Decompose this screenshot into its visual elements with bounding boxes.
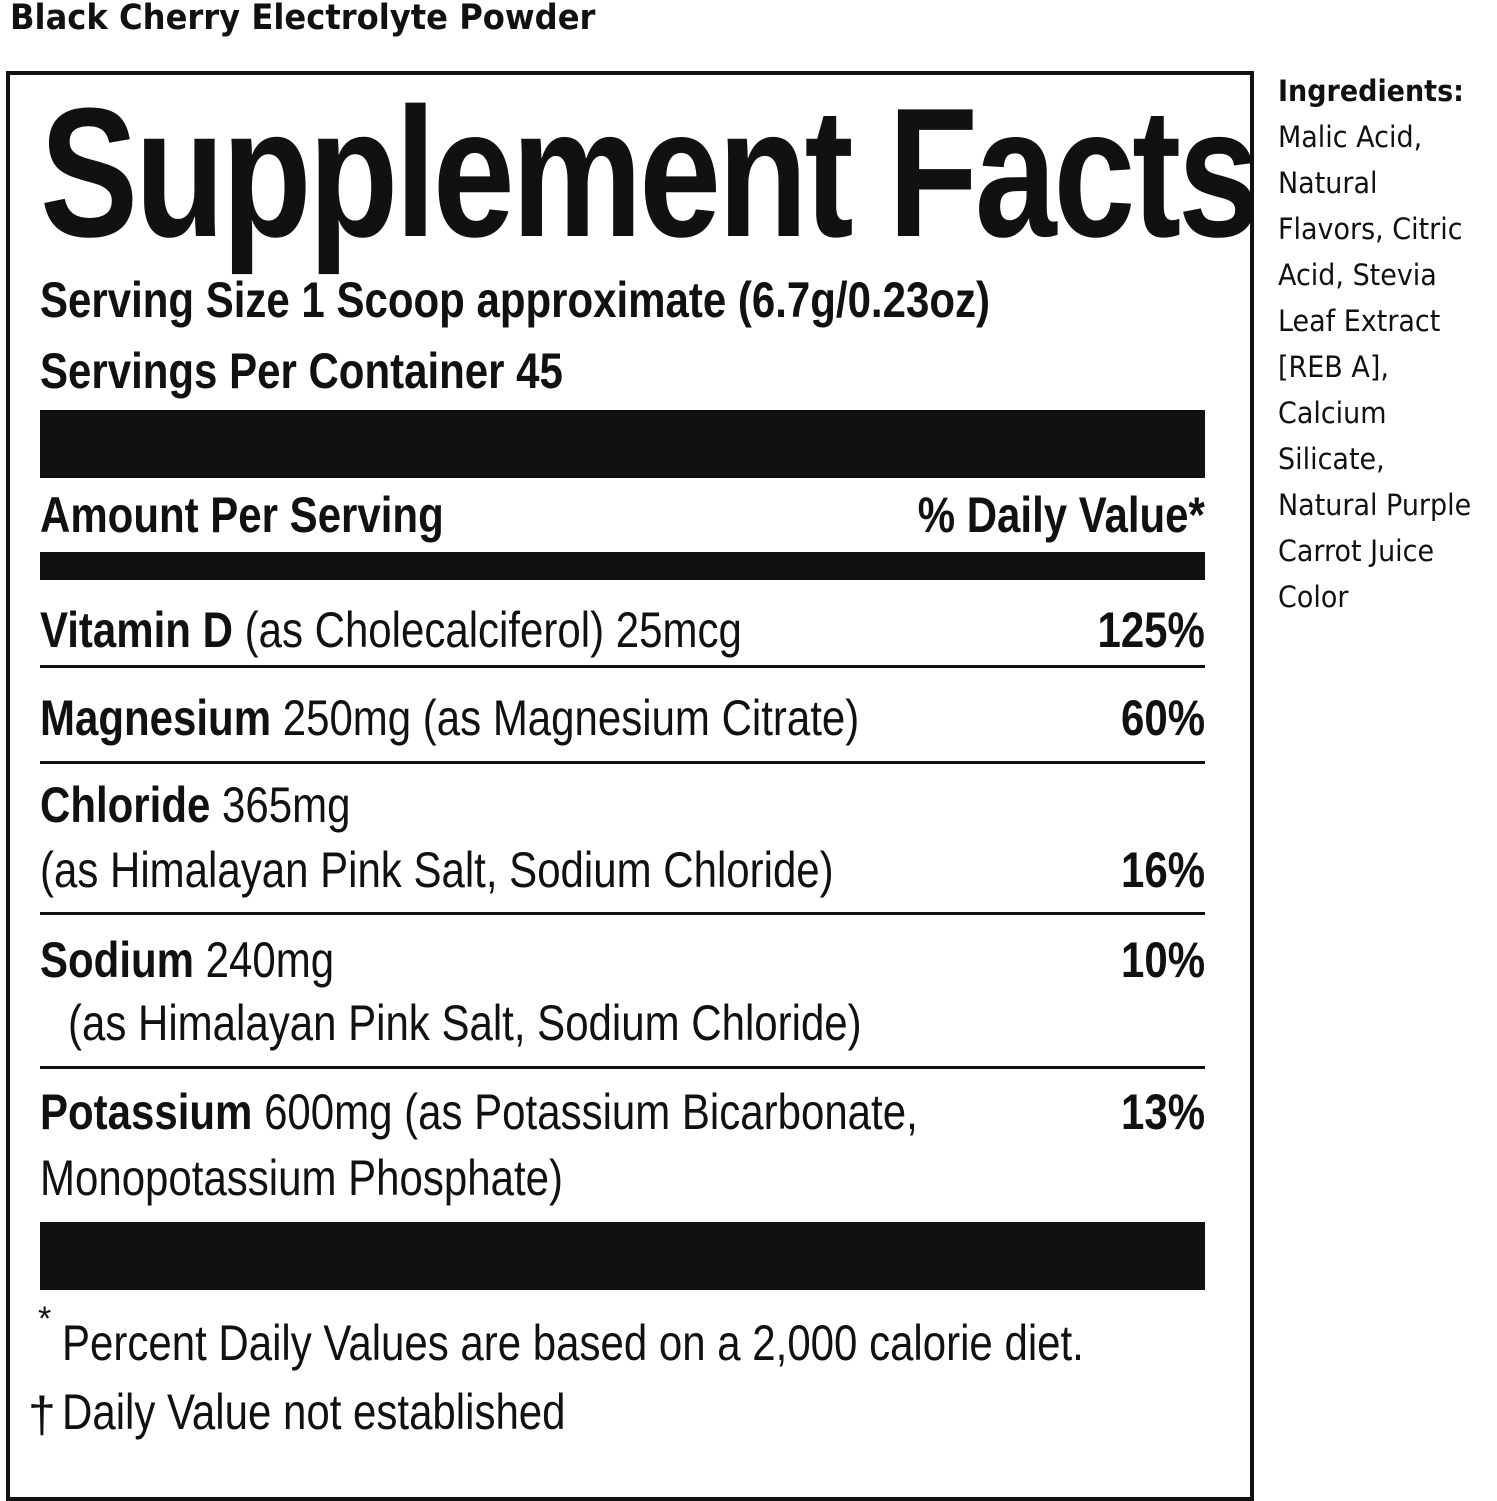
nutrient-detail: (as Cholecalciferol) 25mcg [232, 602, 742, 658]
row-potassium: Potassium 600mg (as Potassium Bicarbonat… [40, 1087, 918, 1137]
nutrient-detail: 365mg [210, 777, 351, 833]
dv-potassium: 13% [1120, 1084, 1205, 1140]
footnote-dagger: † [28, 1387, 56, 1443]
supplement-facts-panel [6, 71, 1254, 1501]
row-divider [40, 1066, 1205, 1069]
row-chloride: Chloride 365mg [40, 780, 350, 830]
chloride-source: (as Himalayan Pink Salt, Sodium Chloride… [40, 842, 834, 898]
amount-per-serving-header: Amount Per Serving [40, 487, 444, 543]
nutrient-detail: 250mg (as Magnesium Citrate) [271, 690, 860, 746]
ingredient-line: Carrot Juice [1278, 534, 1435, 568]
ingredient-line: Leaf Extract [1278, 304, 1441, 338]
nutrient-detail: 600mg (as Potassium Bicarbonate, [252, 1084, 918, 1140]
dv-chloride: 16% [1120, 842, 1205, 898]
row-sodium: Sodium 240mg [40, 935, 334, 985]
ingredient-line: Natural Purple [1278, 488, 1472, 522]
row-magnesium: Magnesium 250mg (as Magnesium Citrate) [40, 693, 859, 743]
dv-magnesium: 60% [1120, 690, 1205, 746]
ingredients-list: Ingredients: Malic Acid, Natural Flavors… [1278, 68, 1497, 620]
product-name: Black Cherry Electrolyte Powder [10, 0, 596, 38]
thick-divider [40, 410, 1205, 478]
row-divider [40, 912, 1205, 915]
nutrient-name: Chloride [40, 777, 211, 833]
footnote-not-established: Daily Value not established [62, 1384, 566, 1440]
ingredient-line: Calcium [1278, 396, 1387, 430]
potassium-source: Monopotassium Phosphate) [40, 1150, 563, 1206]
sodium-source: (as Himalayan Pink Salt, Sodium Chloride… [68, 995, 862, 1051]
dv-sodium: 10% [1120, 932, 1205, 988]
nutrient-name: Sodium [40, 932, 194, 988]
serving-size: Serving Size 1 Scoop approximate (6.7g/0… [40, 272, 990, 328]
nutrient-name: Potassium [40, 1084, 253, 1140]
thick-divider [40, 1222, 1205, 1290]
ingredient-line: Color [1278, 580, 1349, 614]
row-vitamin-d: Vitamin D (as Cholecalciferol) 25mcg [40, 605, 742, 655]
panel-title: Supplement Facts [40, 69, 1260, 275]
ingredient-line: Natural [1278, 166, 1378, 200]
ingredient-line: [REB A], [1278, 350, 1389, 384]
servings-per-container: Servings Per Container 45 [40, 343, 563, 399]
row-divider [40, 761, 1205, 764]
nutrient-name: Magnesium [40, 690, 272, 746]
dv-vitamin-d: 125% [1097, 602, 1205, 658]
footnote-star: * [38, 1300, 52, 1338]
medium-divider [40, 552, 1205, 580]
ingredient-line: Flavors, Citric [1278, 212, 1463, 246]
nutrient-name: Vitamin D [40, 602, 233, 658]
row-divider [40, 665, 1205, 668]
footnote-daily-values: Percent Daily Values are based on a 2,00… [62, 1315, 1084, 1371]
daily-value-header: % Daily Value* [917, 487, 1205, 543]
ingredient-line: Silicate, [1278, 442, 1385, 476]
nutrient-detail: 240mg [193, 932, 335, 988]
ingredients-heading: Ingredients: [1278, 74, 1464, 108]
ingredient-line: Acid, Stevia [1278, 258, 1437, 292]
ingredient-line: Malic Acid, [1278, 120, 1423, 154]
